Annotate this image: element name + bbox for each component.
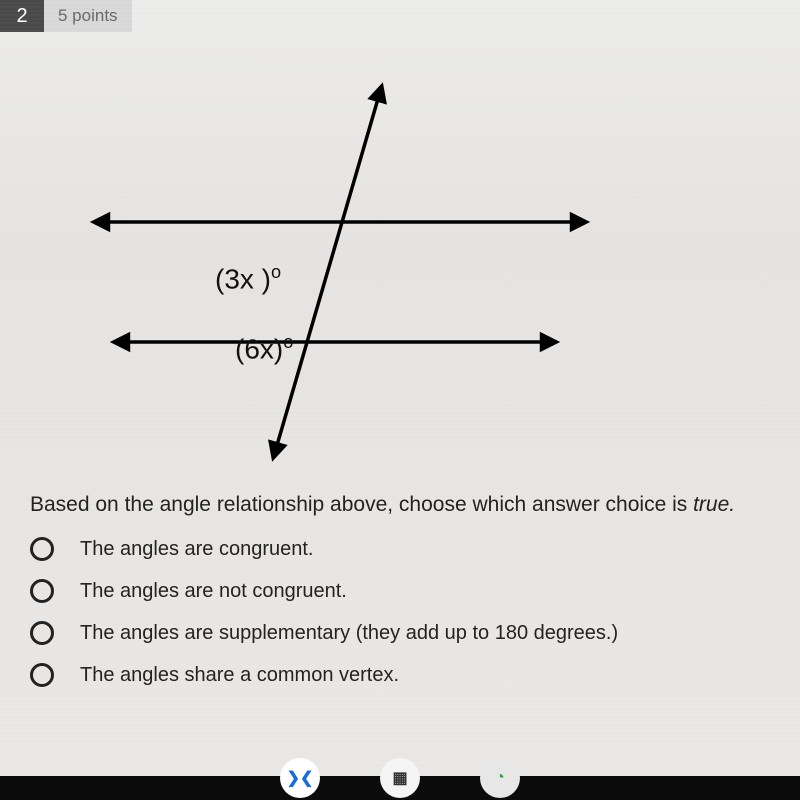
choice-text: The angles are congruent. — [80, 538, 314, 561]
transversal-line — [275, 92, 380, 452]
answer-choice[interactable]: The angles are congruent. — [30, 537, 800, 561]
choice-text: The angles are not congruent. — [80, 580, 347, 603]
radio-button[interactable] — [30, 663, 54, 687]
question-number-badge: 2 — [0, 0, 44, 32]
taskbar-app-icon[interactable]: ◔ — [480, 758, 520, 798]
prompt-text: Based on the angle relationship above, c… — [30, 493, 693, 516]
radio-button[interactable] — [30, 621, 54, 645]
taskbar-app-icon[interactable]: ▦ — [380, 758, 420, 798]
angle-label-3x: (3x )o — [215, 262, 281, 295]
answer-choices: The angles are congruent. The angles are … — [30, 537, 800, 687]
radio-button[interactable] — [30, 537, 54, 561]
quiz-question-screen: 2 5 points (3x )o (6x)o Based on the ang… — [0, 0, 800, 800]
geometry-diagram: (3x )o (6x)o — [60, 52, 620, 472]
question-prompt: Based on the angle relationship above, c… — [30, 490, 800, 519]
radio-button[interactable] — [30, 579, 54, 603]
answer-choice[interactable]: The angles share a common vertex. — [30, 663, 800, 687]
diagram-svg — [60, 52, 620, 472]
angle-label-6x: (6x)o — [235, 332, 293, 365]
choice-text: The angles share a common vertex. — [80, 664, 399, 687]
question-header: 2 5 points — [0, 0, 800, 32]
answer-choice[interactable]: The angles are supplementary (they add u… — [30, 621, 800, 645]
taskbar-app-icon[interactable]: ❯❮ — [280, 758, 320, 798]
prompt-emphasis: true. — [693, 493, 735, 516]
choice-text: The angles are supplementary (they add u… — [80, 622, 618, 645]
points-label: 5 points — [44, 0, 132, 32]
answer-choice[interactable]: The angles are not congruent. — [30, 579, 800, 603]
taskbar: ❯❮▦◔ — [0, 776, 800, 800]
